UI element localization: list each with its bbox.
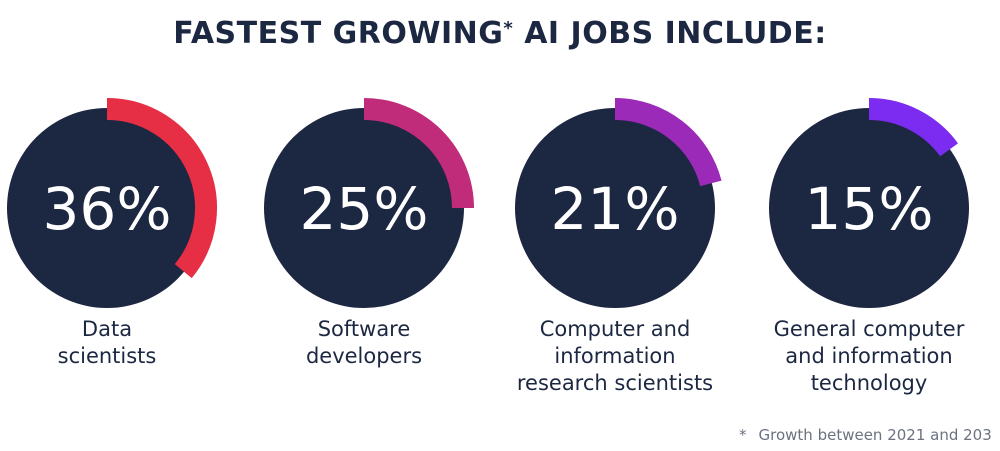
job-label-research-scientists: Computer and information research scient… (516, 317, 714, 395)
title-asterisk: * (503, 18, 514, 39)
growth-arc (868, 98, 958, 157)
ring-data-scientists: 36% (7, 98, 217, 308)
footnote: * Growth between 2021 and 203 (739, 426, 992, 444)
value-label: 15% (805, 175, 934, 243)
ring-base-circle (515, 108, 715, 308)
job-label-software-developers: Software developers (305, 317, 423, 368)
footnote-marker: * (739, 426, 747, 444)
job-label-data-scientists: Data scientists (57, 317, 157, 368)
growth-arc (363, 98, 474, 209)
job-labels: Data scientists Software developers Comput… (0, 316, 1000, 406)
ring-research-scientists: 21% (515, 98, 722, 308)
title-rest: AI JOBS INCLUDE: (513, 16, 827, 51)
value-label: 21% (551, 175, 680, 243)
ring-general-it: 15% (769, 98, 969, 308)
ring-base-circle (264, 108, 464, 308)
ring-base-circle (7, 108, 207, 308)
growth-arc (614, 98, 722, 187)
ring-software-developers: 25% (264, 98, 474, 308)
growth-arc (106, 98, 217, 279)
value-label: 25% (300, 175, 429, 243)
footnote-text: Growth between 2021 and 203 (758, 426, 992, 444)
page-title: FASTEST GROWING* AI JOBS INCLUDE: (0, 16, 1000, 51)
ring-base-circle (769, 108, 969, 308)
job-label-general-it: General computer and information technol… (773, 317, 965, 395)
value-label: 36% (43, 175, 172, 243)
title-main: FASTEST GROWING (173, 16, 504, 51)
